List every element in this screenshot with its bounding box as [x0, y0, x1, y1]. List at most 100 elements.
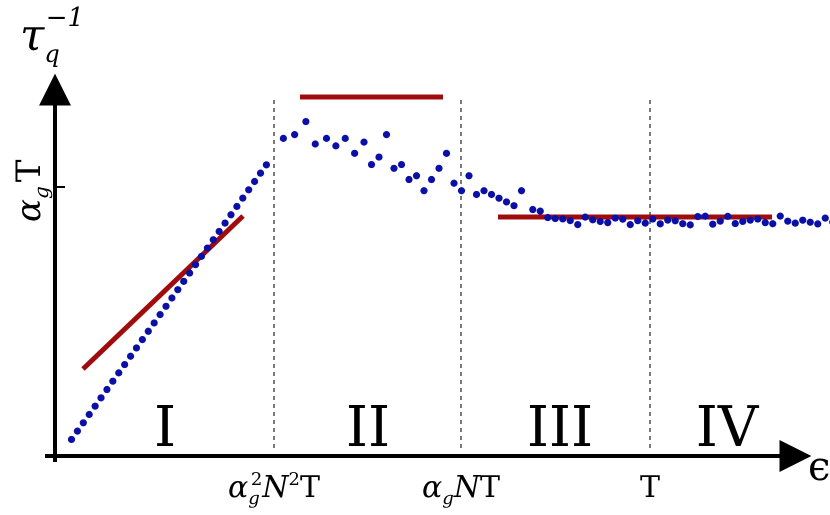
data-point: [311, 140, 319, 148]
data-point: [203, 244, 211, 252]
data-point: [641, 219, 649, 227]
data-point: [739, 217, 747, 226]
data-point: [162, 302, 170, 310]
data-point: [144, 327, 152, 335]
data-point: [420, 187, 428, 195]
data-point: [566, 217, 574, 225]
data-point: [776, 212, 784, 220]
data-point: [510, 202, 518, 210]
data-point: [671, 217, 679, 225]
data-point: [769, 220, 777, 228]
data-point: [279, 134, 287, 142]
data-point: [180, 277, 188, 285]
data-point: [701, 212, 709, 220]
data-point: [245, 186, 253, 194]
data-point: [529, 205, 537, 214]
x-tick-label-a2n2t: αg2N2T: [228, 469, 320, 509]
data-point: [731, 219, 739, 228]
x-tick-labels: αg2N2T αgNT T: [228, 469, 660, 509]
y-axis-label-main: τ: [20, 10, 45, 61]
data-point: [215, 227, 223, 236]
data-point: [626, 221, 634, 229]
data-point: [390, 164, 398, 172]
data-point: [427, 175, 436, 184]
data-point: [754, 215, 762, 223]
data-point: [559, 215, 567, 223]
data-point: [517, 187, 526, 195]
data-point: [664, 216, 672, 224]
data-point: [806, 218, 814, 226]
data-point: [724, 212, 732, 220]
data-point: [686, 221, 694, 229]
data-point: [634, 217, 642, 225]
data-point: [91, 402, 99, 410]
data-point: [435, 164, 443, 172]
fit-line-region-1: [81, 214, 245, 371]
data-points: [67, 117, 830, 444]
data-point: [551, 214, 559, 223]
data-point: [168, 294, 176, 302]
x-tick-label-t: T: [640, 470, 660, 505]
y-tick-label-sub: g: [29, 186, 53, 199]
region-boundaries: [273, 100, 651, 452]
region-label-1: I: [154, 395, 176, 460]
data-point: [73, 427, 82, 435]
data-point: [341, 134, 349, 142]
data-point: [367, 160, 376, 169]
data-point: [227, 211, 235, 219]
data-point: [465, 172, 473, 180]
data-point: [239, 194, 247, 202]
data-point: [221, 219, 229, 227]
data-point: [694, 212, 702, 221]
data-point: [233, 202, 241, 211]
data-point: [382, 131, 391, 139]
data-point: [262, 161, 271, 169]
data-point: [604, 219, 612, 227]
data-point: [332, 142, 340, 150]
y-tick-label: αgT: [9, 159, 53, 222]
x-tick-label-part: α: [228, 470, 248, 505]
data-point: [186, 269, 194, 277]
data-point: [679, 220, 687, 228]
region-label-4: IV: [696, 395, 760, 460]
data-point: [502, 198, 511, 206]
x-tick-label-part: 2: [251, 469, 262, 490]
x-tick-label-part: N: [453, 470, 482, 505]
data-point: [115, 369, 123, 377]
region-label-2: II: [346, 395, 390, 460]
data-point: [649, 215, 657, 223]
data-point: [150, 319, 158, 327]
data-point: [405, 175, 413, 184]
x-tick-label-part: g: [442, 488, 454, 509]
data-point: [209, 236, 217, 244]
data-point: [250, 177, 259, 186]
data-point: [544, 213, 552, 222]
data-point: [121, 360, 129, 369]
data-point: [596, 217, 604, 226]
x-tick-label-part: α: [422, 470, 442, 505]
data-point: [619, 215, 627, 223]
fit-lines: [81, 94, 772, 371]
y-axis-label: τq −1: [20, 3, 84, 68]
data-point: [784, 217, 792, 225]
data-point: [79, 419, 87, 427]
data-point: [581, 213, 589, 221]
x-tick-label-ant: αgNT: [422, 470, 500, 509]
data-point: [450, 179, 458, 187]
y-axis-label-sup: −1: [46, 3, 84, 33]
data-point: [156, 311, 164, 319]
data-point: [589, 216, 597, 224]
data-point: [472, 190, 481, 199]
data-point: [291, 131, 299, 139]
data-point: [197, 252, 206, 260]
data-point: [85, 410, 93, 419]
y-tick-label-after: T: [9, 159, 49, 182]
data-point: [761, 219, 769, 227]
x-tick-label-part: N: [261, 470, 290, 505]
y-tick-label-main: α: [9, 199, 49, 222]
data-point: [536, 207, 544, 215]
x-tick-label-part: T: [640, 470, 660, 505]
data-point: [322, 134, 331, 142]
data-point: [360, 138, 368, 146]
